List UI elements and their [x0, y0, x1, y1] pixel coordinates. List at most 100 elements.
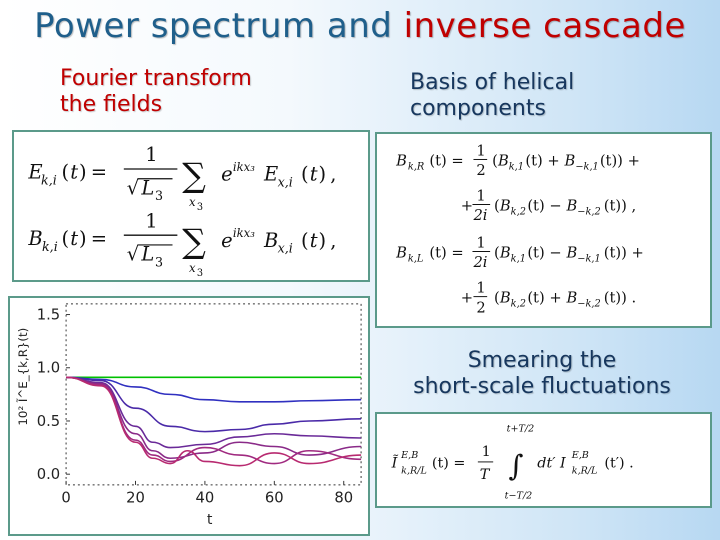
smearing-equation: Ĩ E,B k,R/L (t) = 1 T t+T/2 ∫ t−T/2 dt′ I… — [391, 423, 634, 501]
svg-text:2i: 2i — [472, 207, 487, 224]
svg-text:=: = — [91, 161, 107, 184]
svg-text:1: 1 — [476, 280, 485, 297]
spectrum-plot: 0 20 40 60 80 0.0 0.5 1.0 1.5 t 10² Ĩ^E_{k,R}(t) — [8, 296, 370, 536]
svg-text:,: , — [330, 229, 336, 252]
svg-text:): ) — [319, 163, 327, 186]
svg-text:B: B — [497, 152, 509, 169]
svg-text:B: B — [263, 229, 278, 252]
smearing-label: Smearing the short-scale fluctuations — [413, 348, 671, 399]
series-line-4 — [66, 376, 362, 460]
svg-text:−k,1: −k,1 — [577, 253, 600, 264]
y-tick-label: 0.5 — [37, 413, 60, 430]
svg-text:e: e — [221, 229, 233, 252]
svg-text:B: B — [566, 197, 578, 214]
y-tick-label: 1.0 — [37, 360, 60, 377]
svg-text:t−T/2: t−T/2 — [505, 490, 533, 501]
svg-text:t: t — [310, 163, 318, 186]
svg-text:B: B — [566, 244, 578, 261]
svg-text:3: 3 — [155, 254, 163, 269]
svg-text:k,R: k,R — [408, 161, 424, 172]
svg-text:B: B — [499, 289, 511, 306]
svg-text:L: L — [140, 176, 154, 199]
y-axis-label: 10² Ĩ^E_{k,R}(t) — [15, 328, 30, 426]
svg-text:3: 3 — [197, 202, 203, 213]
svg-text:(t) +: (t) + — [527, 289, 561, 306]
svg-text:1: 1 — [476, 143, 485, 160]
svg-text:∑: ∑ — [182, 156, 206, 195]
svg-text:2: 2 — [476, 162, 485, 179]
x-tick-label: 40 — [196, 490, 215, 507]
svg-text:(: ( — [492, 152, 498, 169]
svg-text:(t) =: (t) = — [429, 244, 463, 261]
svg-text:(: ( — [494, 197, 500, 214]
x-tick-label: 80 — [334, 490, 353, 507]
svg-text:e: e — [221, 163, 233, 186]
svg-text:∫: ∫ — [509, 448, 524, 482]
svg-text:k,L: k,L — [408, 253, 424, 264]
svg-text:E: E — [27, 161, 42, 184]
svg-text:,: , — [330, 163, 336, 186]
x-tick-label: 0 — [61, 490, 70, 507]
svg-text:): ) — [79, 227, 87, 250]
series-line-2 — [66, 376, 362, 433]
plot-frame — [65, 303, 362, 486]
svg-text:(: ( — [301, 163, 309, 186]
svg-text:k,1: k,1 — [509, 161, 524, 172]
svg-text:k,i: k,i — [41, 173, 57, 188]
svg-text:k,R/L: k,R/L — [572, 465, 598, 476]
svg-text:(t)) +: (t)) + — [604, 244, 644, 261]
svg-text:(t)) ,: (t)) , — [604, 197, 636, 214]
svg-text:(: ( — [301, 229, 309, 252]
svg-text:k,2: k,2 — [511, 298, 526, 309]
svg-text:k,i: k,i — [42, 239, 58, 254]
svg-text:(t) −: (t) − — [527, 244, 561, 261]
svg-text:−k,2: −k,2 — [577, 298, 600, 309]
svg-text:E: E — [263, 163, 278, 186]
svg-text:ikx₃: ikx₃ — [233, 160, 255, 174]
svg-text:(t) −: (t) − — [527, 197, 561, 214]
svg-text:B: B — [395, 152, 407, 169]
svg-text:2i: 2i — [472, 254, 487, 271]
svg-text:B: B — [395, 244, 407, 261]
svg-text:Ĩ: Ĩ — [391, 454, 399, 472]
svg-text:(t) +: (t) + — [525, 152, 559, 169]
svg-text:1: 1 — [145, 209, 157, 232]
svg-text:(t) =: (t) = — [432, 456, 466, 472]
svg-text:3: 3 — [155, 188, 163, 203]
svg-text:T: T — [480, 467, 491, 483]
svg-text:(t′) .: (t′) . — [604, 456, 633, 472]
svg-text:=: = — [91, 227, 107, 250]
svg-text:B: B — [499, 244, 511, 261]
svg-text:(: ( — [494, 244, 500, 261]
svg-text:t: t — [310, 229, 318, 252]
x-axis-label: t — [207, 512, 213, 528]
svg-text:x: x — [189, 261, 196, 275]
svg-text:B: B — [499, 197, 511, 214]
series-line-1 — [66, 376, 362, 403]
svg-text:t: t — [70, 227, 78, 250]
svg-text:(: ( — [62, 161, 70, 184]
svg-text:L: L — [140, 243, 154, 266]
svg-text:(t) =: (t) = — [429, 152, 463, 169]
series-line-3 — [66, 376, 362, 449]
svg-text:B: B — [564, 152, 576, 169]
svg-text:1: 1 — [476, 188, 485, 205]
svg-text:x,i: x,i — [278, 241, 293, 256]
svg-text:√: √ — [127, 243, 140, 266]
svg-text:1: 1 — [145, 143, 157, 166]
svg-text:+: + — [461, 197, 473, 214]
svg-text:): ) — [79, 161, 87, 184]
svg-text:(: ( — [494, 289, 500, 306]
smearing-equation-box: Ĩ E,B k,R/L (t) = 1 T t+T/2 ∫ t−T/2 dt′ I… — [375, 412, 712, 508]
svg-text:1: 1 — [476, 235, 485, 252]
svg-text:B: B — [27, 227, 42, 250]
x-tick-label: 20 — [126, 490, 145, 507]
svg-text:−k,1: −k,1 — [575, 161, 598, 172]
svg-text:E,B: E,B — [571, 450, 589, 461]
svg-text:dt′ I: dt′ I — [537, 456, 566, 472]
svg-text:+: + — [461, 289, 473, 306]
